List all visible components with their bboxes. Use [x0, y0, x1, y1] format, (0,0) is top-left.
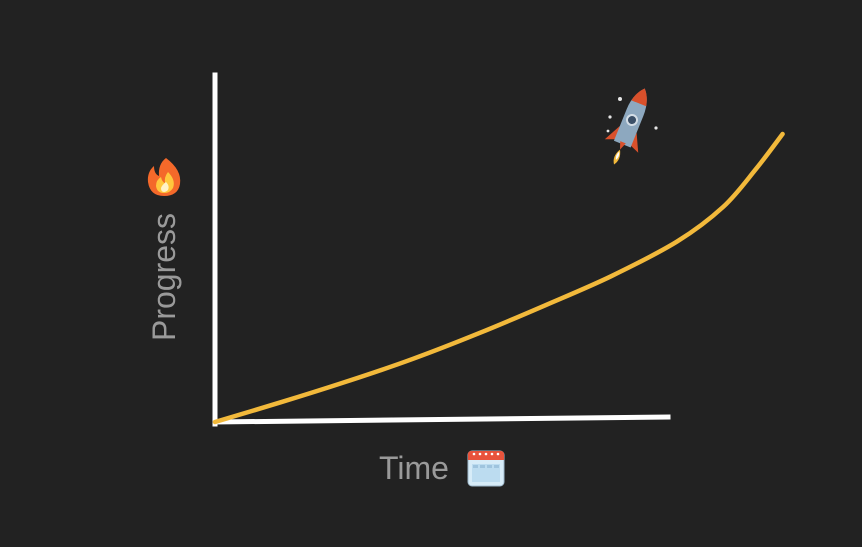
y-axis-label: Progress — [146, 212, 182, 342]
x-axis-label: Time — [379, 450, 449, 486]
sparkle-icon — [606, 97, 658, 133]
calendar-icon — [467, 450, 505, 487]
x-axis — [212, 414, 671, 425]
fire-icon — [147, 158, 181, 196]
series-line-progress — [212, 131, 785, 425]
rocket-icon — [604, 88, 647, 165]
